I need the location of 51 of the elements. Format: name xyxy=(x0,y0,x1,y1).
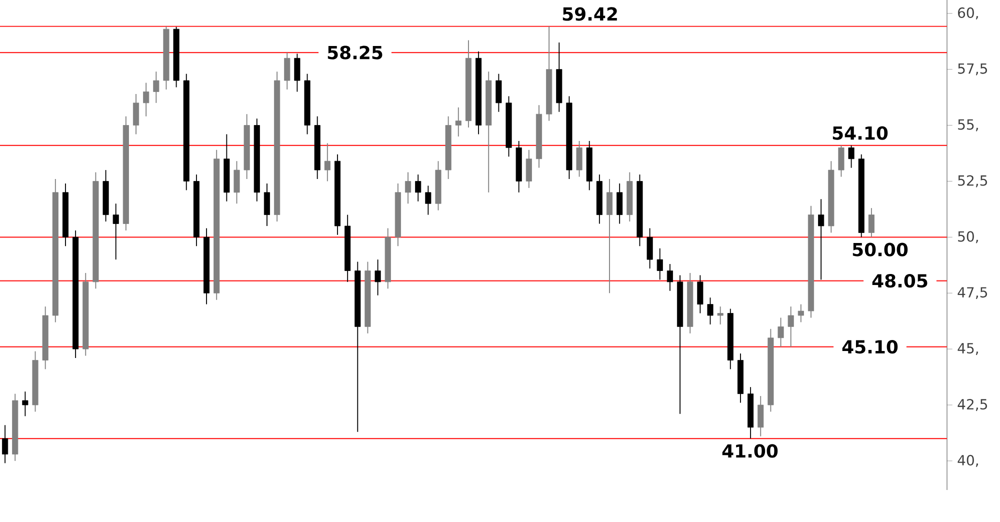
candlestick xyxy=(234,160,240,204)
candlestick xyxy=(284,52,290,90)
candlestick xyxy=(374,259,381,296)
candlestick xyxy=(616,183,623,224)
candlestick xyxy=(868,208,874,238)
candlestick xyxy=(324,142,330,182)
ref-line-label: 58.25 xyxy=(328,46,382,60)
candlestick xyxy=(798,304,804,323)
candlestick xyxy=(496,73,502,112)
candlestick xyxy=(848,144,854,168)
candlestick xyxy=(606,178,613,294)
y-tick-label: 47,5 xyxy=(958,287,987,300)
ref-line-label: 59.42 xyxy=(562,7,617,21)
candlestick xyxy=(294,53,300,92)
candlestick xyxy=(112,203,119,260)
y-tick-label: 45, xyxy=(958,343,978,355)
candlestick xyxy=(576,140,582,178)
candlestick xyxy=(717,306,724,325)
candlestick xyxy=(818,198,824,280)
candlestick xyxy=(666,264,673,292)
ref-line-label: 54.10 xyxy=(832,126,888,140)
ref-line-label: 41.00 xyxy=(722,444,778,458)
candlestick xyxy=(143,82,150,117)
candlestick xyxy=(758,396,764,437)
candlestick xyxy=(415,174,422,202)
candlestick xyxy=(455,106,462,137)
candlestick xyxy=(526,149,532,188)
candlestick xyxy=(405,172,412,204)
ref-line-label: 50.00 xyxy=(852,242,908,256)
y-tick-label: 42,5 xyxy=(958,398,987,411)
candlestick xyxy=(425,185,432,216)
ref-line-label: 45.10 xyxy=(842,340,898,354)
candlestick xyxy=(778,317,784,348)
candlestick xyxy=(788,306,794,348)
candlestick xyxy=(132,94,140,135)
candlestick xyxy=(838,144,844,178)
y-tick-label: 50, xyxy=(958,231,978,244)
candlestick xyxy=(153,71,160,104)
y-tick-label: 40, xyxy=(958,454,978,467)
candlestick xyxy=(22,391,28,417)
y-tick-label: 55, xyxy=(958,119,978,132)
candlestick xyxy=(646,228,653,269)
y-tick-label: 60, xyxy=(958,7,978,20)
y-tick-label: 52,5 xyxy=(958,175,987,188)
y-tick-label: 57,5 xyxy=(958,63,987,76)
candlestick xyxy=(707,297,714,325)
ref-line-label: 48.05 xyxy=(872,274,928,288)
candlestick xyxy=(697,274,704,314)
candlestick xyxy=(656,248,663,280)
candlestick xyxy=(2,424,8,464)
candlestick xyxy=(264,183,270,226)
